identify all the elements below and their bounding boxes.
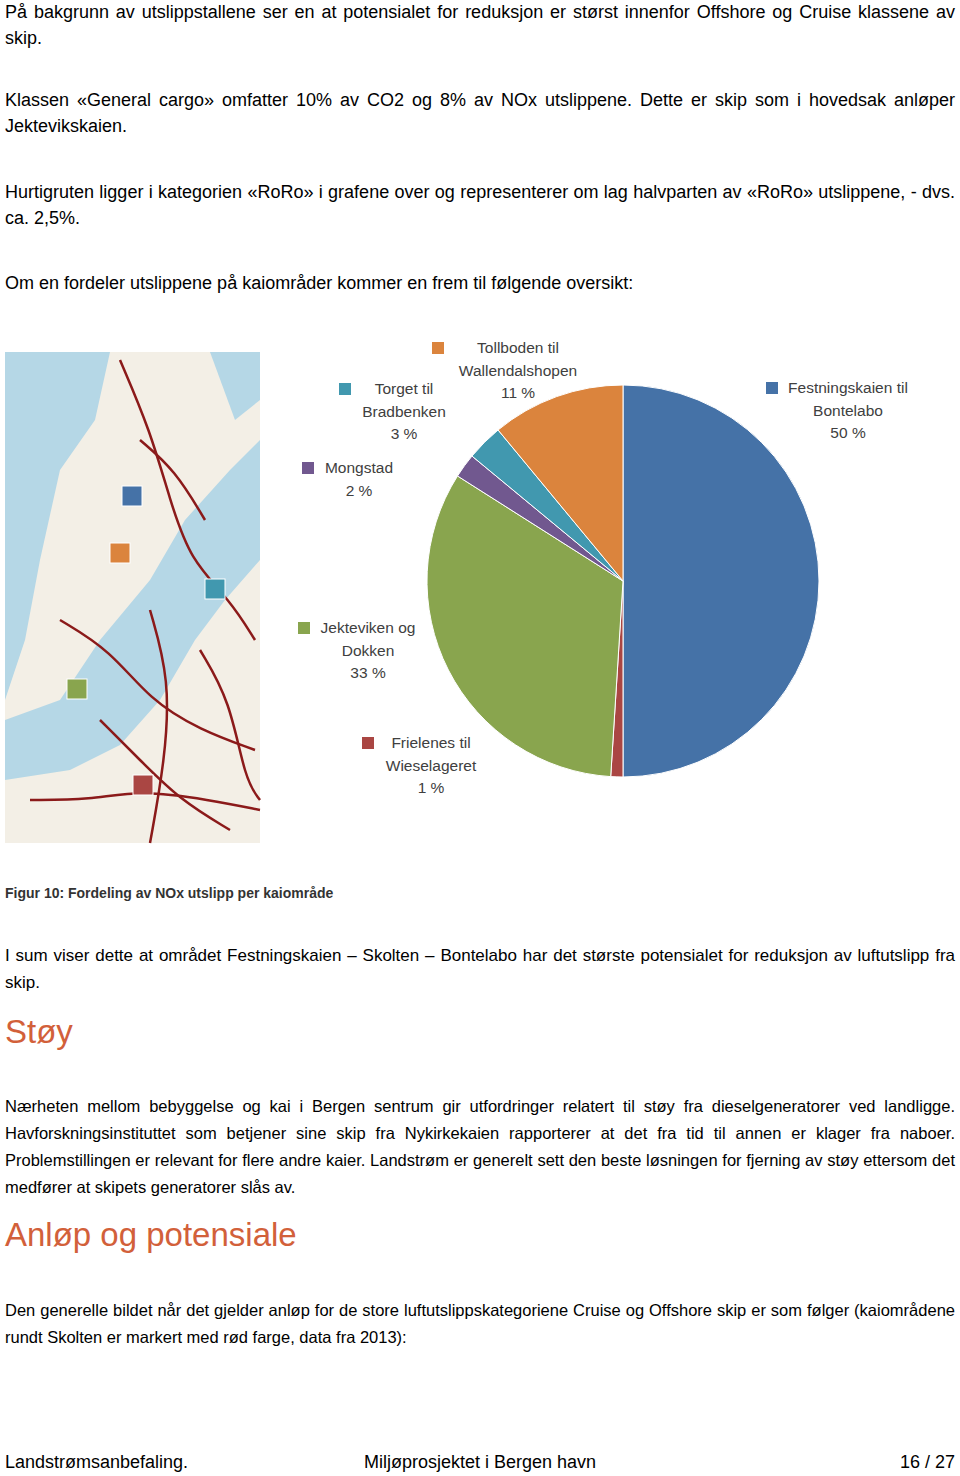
map-water	[210, 352, 260, 420]
paragraph: På bakgrunn av utslippstallene ser en at…	[5, 0, 955, 51]
slice-label: Torget tilBradbenken	[362, 380, 446, 420]
paragraph: Den generelle bildet når det gjelder anl…	[5, 1297, 955, 1351]
label-swatch	[432, 342, 444, 354]
map-water	[5, 352, 110, 700]
map-marker	[110, 543, 130, 563]
slice-label: Mongstad	[325, 459, 393, 476]
paragraph: Om en fordeler utslippene på kaiområder …	[5, 270, 955, 296]
label-swatch	[766, 382, 778, 394]
map-marker	[67, 679, 87, 699]
pie	[427, 385, 819, 777]
data-label: 11 %	[501, 384, 535, 401]
map-land	[5, 352, 260, 843]
figure: Festningskaien tilBontelabo 50 % Frielenes…	[0, 0, 960, 1476]
data-label: 50 %	[830, 424, 866, 441]
paragraph: Hurtigruten ligger i kategorien «RoRo» i…	[5, 179, 955, 231]
data-label: 2 %	[346, 482, 373, 499]
section-heading: Støy	[5, 1010, 955, 1054]
map-road	[120, 360, 255, 640]
data-label: 33 %	[350, 664, 386, 681]
label-swatch	[298, 622, 310, 634]
map-marker	[122, 486, 142, 506]
map-road	[150, 610, 167, 843]
section-heading: Anløp og potensiale	[5, 1213, 955, 1257]
figure-caption: Figur 10: Fordeling av NOx utslipp per k…	[5, 884, 955, 902]
pie-slice	[498, 385, 623, 581]
paragraph: Klassen «General cargo» omfatter 10% av …	[5, 87, 955, 139]
slice-label: Frielenes tilWieselageret	[386, 734, 477, 774]
slice-label: Tollboden tilWallendalshopen	[459, 339, 577, 379]
slice-label: Festningskaien tilBontelabo	[788, 379, 908, 419]
map-marker	[133, 775, 153, 795]
pie-slice	[623, 385, 819, 777]
map-marker	[205, 579, 225, 599]
slice-labels: Festningskaien tilBontelabo 50 % Frielenes…	[298, 339, 908, 796]
data-label: 1 %	[418, 779, 445, 796]
paragraph: Nærheten mellom bebyggelse og kai i Berg…	[5, 1093, 955, 1201]
label-swatch	[362, 737, 374, 749]
map-road	[30, 793, 260, 810]
footer-text: Miljøprosjektet i Bergen havn	[5, 1450, 955, 1474]
label-swatch	[302, 462, 314, 474]
label-swatch	[339, 383, 351, 395]
map-road	[200, 650, 260, 800]
footer-text: 16 / 27	[5, 1450, 955, 1474]
data-label: 3 %	[391, 425, 418, 442]
map-road	[140, 440, 205, 520]
paragraph: I sum viser dette at området Festningska…	[5, 942, 955, 996]
map-water	[5, 440, 260, 780]
map	[5, 352, 260, 843]
slice-label: Jekteviken ogDokken	[321, 619, 416, 659]
